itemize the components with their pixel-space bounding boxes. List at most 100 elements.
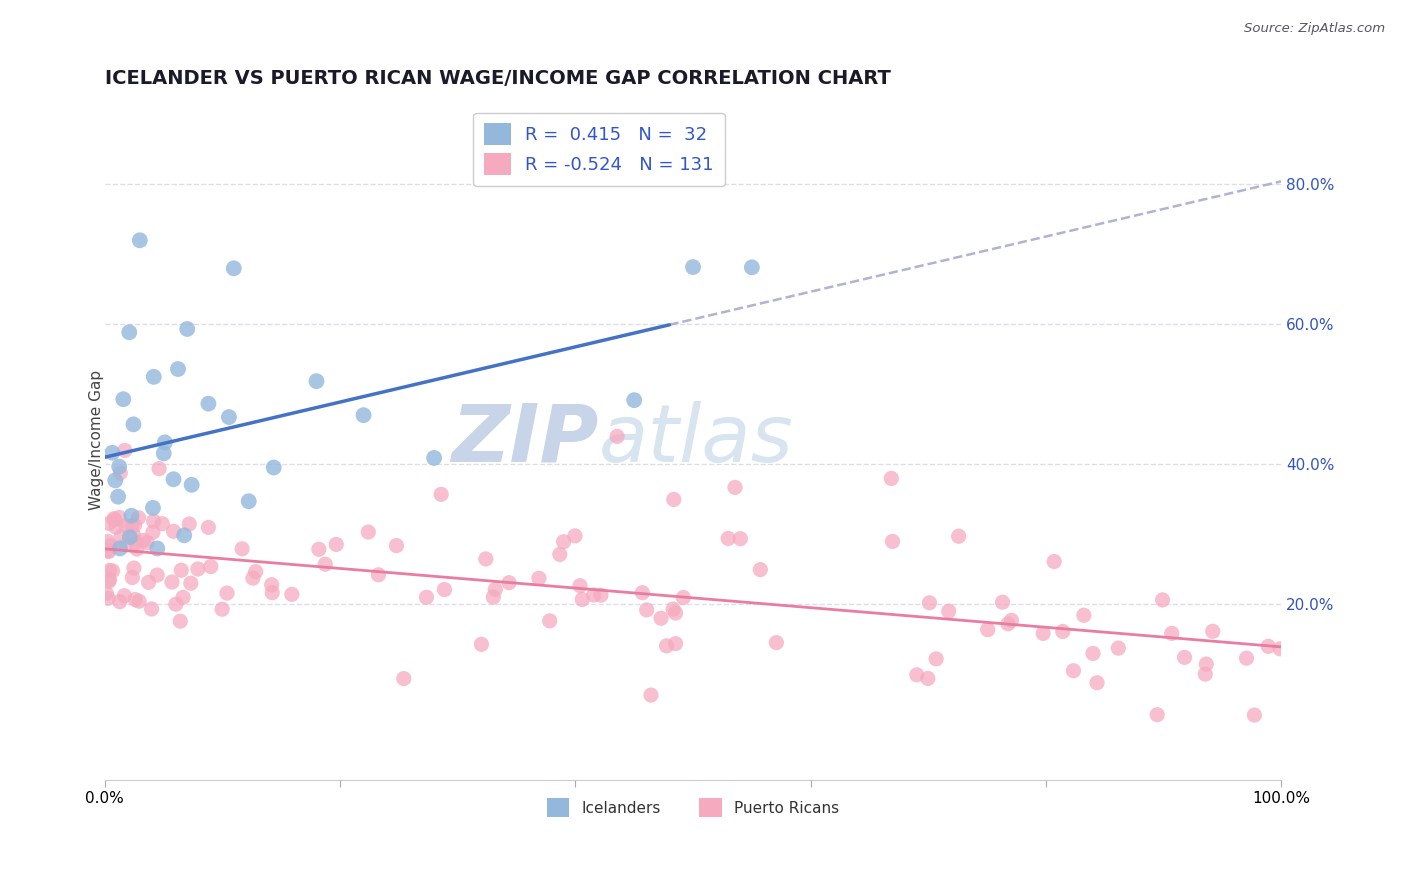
- Point: [650, 611, 672, 625]
- Point: [103, 512, 125, 526]
- Point: [98, 574, 121, 589]
- Point: [98, 573, 121, 587]
- Point: [197, 520, 219, 534]
- Point: [1160, 626, 1182, 640]
- Point: [482, 590, 505, 604]
- Point: [1032, 626, 1054, 640]
- Point: [121, 570, 143, 584]
- Point: [548, 548, 571, 562]
- Point: [1062, 664, 1084, 678]
- Point: [218, 410, 240, 425]
- Point: [98, 563, 121, 577]
- Point: [121, 519, 143, 533]
- Point: [1052, 624, 1074, 639]
- Point: [717, 532, 740, 546]
- Point: [1152, 593, 1174, 607]
- Point: [357, 524, 380, 539]
- Point: [582, 588, 605, 602]
- Point: [1173, 650, 1195, 665]
- Point: [153, 435, 176, 450]
- Point: [97, 516, 120, 531]
- Point: [662, 602, 685, 616]
- Point: [231, 541, 253, 556]
- Point: [568, 579, 591, 593]
- Point: [1000, 613, 1022, 627]
- Point: [165, 597, 187, 611]
- Point: [367, 567, 389, 582]
- Point: [128, 233, 150, 247]
- Point: [1146, 707, 1168, 722]
- Point: [430, 487, 453, 501]
- Point: [353, 408, 375, 422]
- Point: [749, 563, 772, 577]
- Point: [127, 510, 149, 524]
- Point: [260, 578, 283, 592]
- Point: [498, 575, 520, 590]
- Point: [167, 362, 190, 376]
- Point: [97, 534, 120, 549]
- Point: [1043, 554, 1066, 568]
- Point: [97, 591, 120, 606]
- Point: [112, 589, 135, 603]
- Point: [880, 471, 903, 485]
- Point: [162, 472, 184, 486]
- Point: [211, 602, 233, 616]
- Point: [142, 514, 165, 528]
- Point: [179, 516, 201, 531]
- Point: [172, 591, 194, 605]
- Point: [176, 322, 198, 336]
- Point: [392, 672, 415, 686]
- Point: [262, 585, 284, 599]
- Point: [107, 490, 129, 504]
- Point: [662, 492, 685, 507]
- Point: [118, 530, 141, 544]
- Point: [101, 564, 124, 578]
- Point: [138, 575, 160, 590]
- Point: [238, 494, 260, 508]
- Point: [664, 606, 686, 620]
- Point: [122, 561, 145, 575]
- Text: Source: ZipAtlas.com: Source: ZipAtlas.com: [1244, 22, 1385, 36]
- Point: [664, 637, 686, 651]
- Point: [415, 591, 437, 605]
- Point: [146, 568, 169, 582]
- Point: [997, 616, 1019, 631]
- Point: [527, 571, 550, 585]
- Point: [97, 544, 120, 558]
- Point: [169, 614, 191, 628]
- Point: [105, 520, 128, 534]
- Point: [187, 562, 209, 576]
- Point: [118, 326, 141, 340]
- Point: [433, 582, 456, 597]
- Point: [606, 429, 628, 443]
- Point: [162, 524, 184, 539]
- Point: [741, 260, 763, 275]
- Point: [1081, 647, 1104, 661]
- Point: [112, 392, 135, 407]
- Point: [281, 587, 304, 601]
- Point: [110, 530, 132, 544]
- Point: [100, 539, 122, 553]
- Point: [125, 535, 148, 549]
- Point: [108, 595, 131, 609]
- Point: [173, 528, 195, 542]
- Point: [305, 374, 328, 388]
- Point: [918, 596, 941, 610]
- Point: [385, 539, 408, 553]
- Point: [132, 533, 155, 548]
- Point: [128, 594, 150, 608]
- Point: [655, 639, 678, 653]
- Point: [589, 588, 612, 602]
- Point: [325, 537, 347, 551]
- Point: [571, 592, 593, 607]
- Point: [114, 443, 136, 458]
- Point: [1257, 640, 1279, 654]
- Point: [925, 652, 948, 666]
- Point: [222, 261, 245, 276]
- Point: [314, 558, 336, 572]
- Point: [631, 585, 654, 599]
- Point: [170, 563, 193, 577]
- Point: [263, 460, 285, 475]
- Point: [917, 672, 939, 686]
- Point: [146, 541, 169, 556]
